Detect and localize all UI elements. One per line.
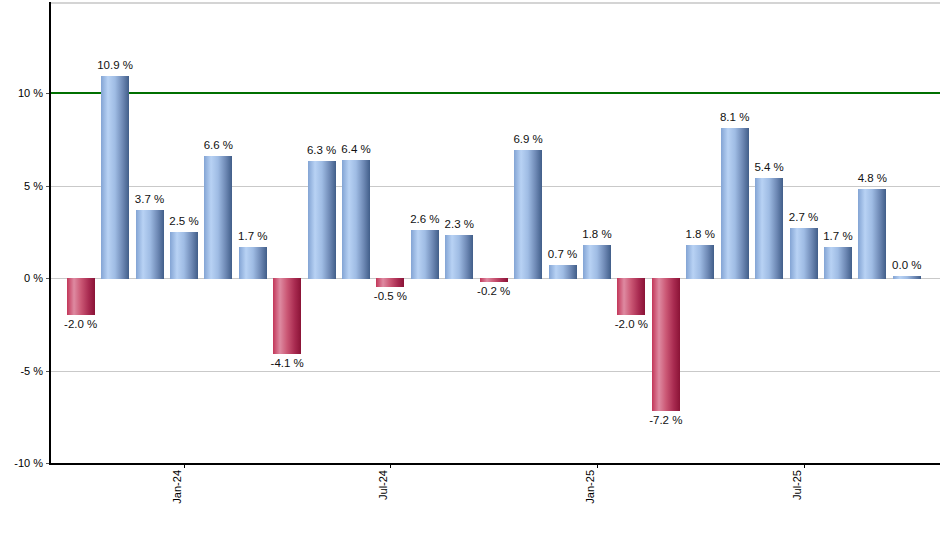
bar (686, 245, 714, 279)
y-axis-label: 5 % (0, 180, 43, 193)
bar (824, 247, 852, 279)
bar (445, 235, 473, 279)
bar (342, 160, 370, 279)
bar (204, 156, 232, 279)
bar (583, 245, 611, 279)
bar-value-label: 2.7 % (769, 211, 839, 224)
y-axis-label: -10 % (0, 457, 43, 470)
bar-value-label: 5.4 % (734, 161, 804, 174)
reference-line (50, 92, 940, 94)
bar-value-label: -0.2 % (459, 285, 529, 298)
bar-value-label: 6.4 % (321, 143, 391, 156)
bar-value-label: 1.8 % (562, 228, 632, 241)
bar (549, 265, 577, 279)
bar-value-label: -4.1 % (252, 357, 322, 370)
bar-value-label: 6.9 % (493, 133, 563, 146)
bar (652, 278, 680, 411)
x-axis-label: Jul-25 (790, 470, 804, 500)
plot-top-border (50, 2, 940, 4)
bar (273, 278, 301, 354)
bar-value-label: 0.0 % (872, 259, 940, 272)
grid-line (50, 371, 940, 372)
bar (893, 276, 921, 279)
y-axis-label: -5 % (0, 365, 43, 378)
monthly-returns-bar-chart: 10 % 5 % 0 % -5 % -10 % Jan-24 Jul-24 Jan-25 Jul… (0, 0, 940, 550)
bar-value-label: 10.9 % (80, 59, 150, 72)
y-axis (49, 2, 51, 465)
bar (411, 230, 439, 279)
bar (480, 278, 508, 282)
bar-value-label: 4.8 % (837, 172, 907, 185)
bar (101, 76, 129, 279)
bar-value-label: 1.7 % (218, 230, 288, 243)
bar (239, 247, 267, 279)
bar-value-label: 3.7 % (115, 193, 185, 206)
plot-area: 10 % 5 % 0 % -5 % -10 % Jan-24 Jul-24 Jan-25 Jul… (0, 0, 940, 550)
bar-value-label: -7.2 % (631, 414, 701, 427)
grid-line (50, 186, 940, 187)
bar-value-label: 6.6 % (183, 139, 253, 152)
x-axis-label: Jul-24 (376, 470, 390, 500)
bar (170, 232, 198, 279)
x-axis (49, 463, 940, 465)
bar (721, 128, 749, 279)
bar-value-label: 2.3 % (424, 218, 494, 231)
bar (755, 178, 783, 279)
bar-value-label: -0.5 % (355, 290, 425, 303)
bar (67, 278, 95, 315)
bar (376, 278, 404, 287)
x-axis-label: Jan-24 (170, 470, 184, 504)
x-axis-label: Jan-25 (583, 470, 597, 504)
bar-value-label: 8.1 % (700, 111, 770, 124)
bar (617, 278, 645, 315)
y-axis-label: 10 % (0, 87, 43, 100)
y-axis-label: 0 % (0, 272, 43, 285)
bar-value-label: -2.0 % (46, 318, 116, 331)
bar (308, 161, 336, 279)
